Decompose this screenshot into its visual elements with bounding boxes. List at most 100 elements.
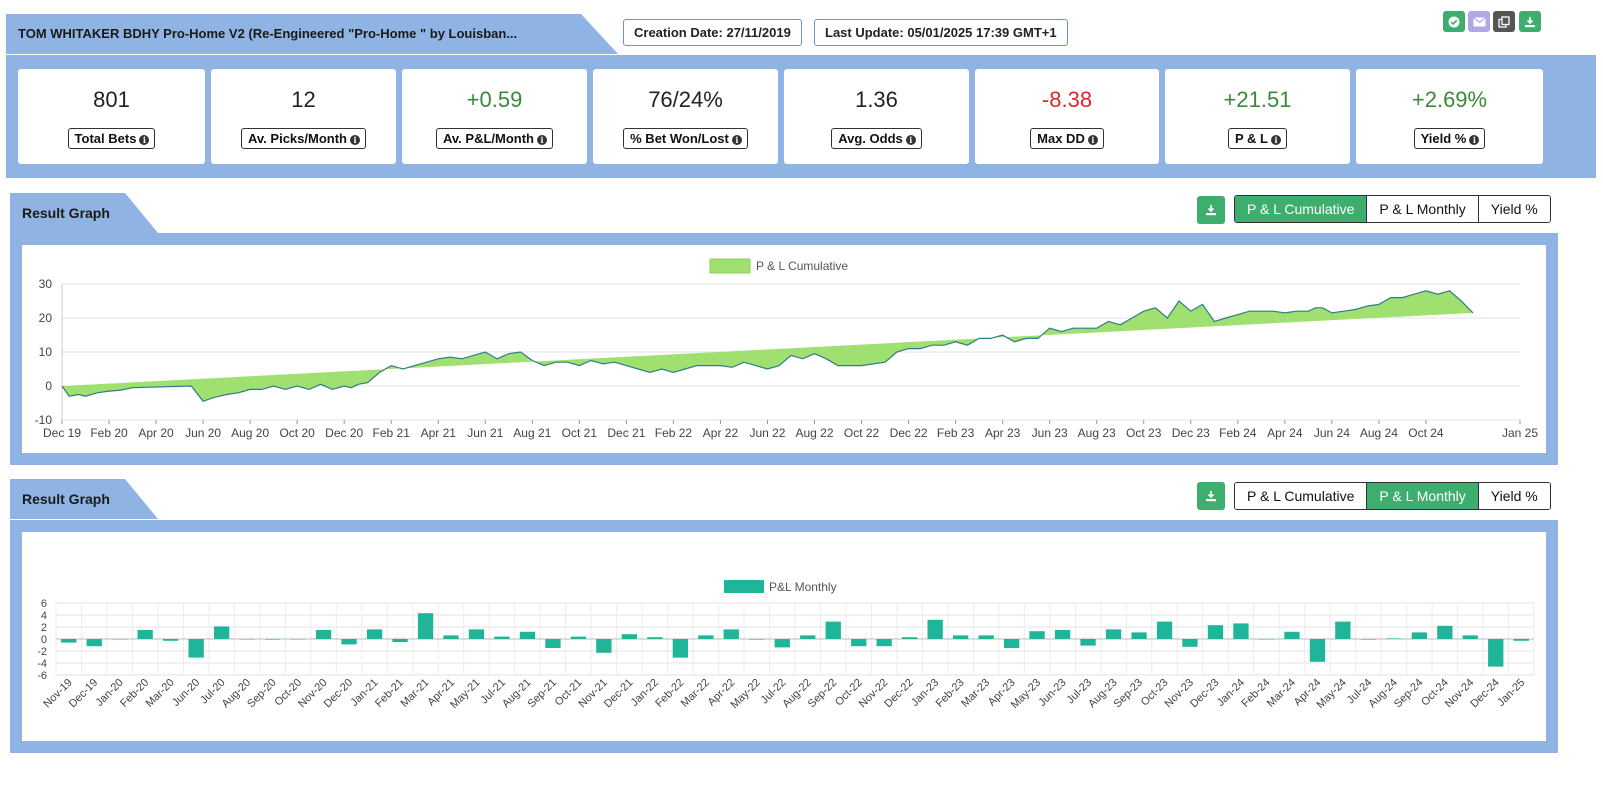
- bar: [596, 639, 612, 653]
- stat-value: -8.38: [1041, 87, 1093, 112]
- x-tick-label: Apr 20: [138, 426, 174, 440]
- x-tick-label: Aug 24: [1360, 426, 1398, 440]
- tab-pl-cumulative[interactable]: P & L Cumulative: [1235, 483, 1367, 509]
- x-tick-label: Sep-21: [525, 677, 559, 711]
- stat-label[interactable]: Av. Picks/Month i: [241, 128, 366, 149]
- stat-value: 12: [291, 87, 316, 112]
- bar: [1207, 625, 1224, 639]
- x-tick-label: Apr 24: [1267, 426, 1303, 440]
- legend-label: P & L Cumulative: [756, 259, 848, 273]
- bar: [1004, 639, 1020, 648]
- bar: [1411, 632, 1427, 639]
- bar: [902, 637, 918, 639]
- bar: [443, 635, 459, 639]
- check-icon[interactable]: [1443, 11, 1465, 32]
- bar: [214, 626, 230, 639]
- stat-label[interactable]: Max DD i: [1030, 128, 1104, 149]
- monthly-chart-panel: 6 4 2 0 -2 -4 -6 Nov-19 Dec-19 Jan-20 Feb-20 Mar-20…: [10, 520, 1558, 753]
- legend-swatch: [724, 580, 764, 593]
- bar: [927, 619, 943, 639]
- bar: [1462, 635, 1478, 639]
- copy-icon[interactable]: [1493, 11, 1515, 32]
- y-tick-label: 10: [39, 345, 53, 359]
- bar: [417, 613, 434, 639]
- y-tick-label: 2: [41, 622, 47, 634]
- tab-pl-cumulative[interactable]: P & L Cumulative: [1235, 196, 1367, 222]
- stat-label[interactable]: % Bet Won/Lost i: [623, 128, 748, 149]
- bar: [800, 635, 816, 639]
- tab-pl-monthly[interactable]: P & L Monthly: [1366, 483, 1478, 509]
- bar: [1386, 638, 1402, 639]
- tab-yield[interactable]: Yield %: [1477, 483, 1550, 509]
- bar: [1182, 639, 1198, 647]
- x-tick-label: Dec-23: [1188, 677, 1222, 711]
- bar: [1437, 625, 1453, 639]
- x-tick-label: Feb 20: [90, 426, 128, 440]
- stat-av-pl-month: +0.59 Av. P&L/Month i: [402, 69, 587, 164]
- info-icon[interactable]: i: [1469, 135, 1480, 145]
- bar: [1054, 630, 1071, 639]
- x-tick-label: Oct 23: [1126, 426, 1162, 440]
- bar: [1284, 631, 1300, 639]
- bar: [953, 635, 969, 639]
- stat-label[interactable]: Yield % i: [1413, 128, 1486, 149]
- download-icon[interactable]: [1519, 11, 1541, 32]
- tab-yield[interactable]: Yield %: [1477, 196, 1550, 222]
- x-tick-label: Jun 23: [1032, 426, 1068, 440]
- tab-pl-monthly[interactable]: P & L Monthly: [1366, 196, 1478, 222]
- stat-label[interactable]: Avg. Odds i: [831, 128, 922, 149]
- stat-total-bets: 801 Total Bets i: [18, 69, 205, 164]
- x-tick-label: Dec-21: [602, 677, 636, 711]
- info-icon[interactable]: i: [1087, 135, 1098, 145]
- x-tick-label: Aug 23: [1078, 426, 1116, 440]
- x-tick-label: Dec 23: [1172, 426, 1210, 440]
- info-icon[interactable]: i: [1271, 135, 1281, 145]
- legend-label: P&L Monthly: [769, 580, 837, 594]
- x-tick-label: Feb 24: [1219, 426, 1257, 440]
- bar: [1258, 639, 1275, 640]
- bar: [1131, 632, 1147, 639]
- y-tick-label: -6: [37, 670, 47, 682]
- bar: [1335, 621, 1351, 639]
- chart-download-button[interactable]: [1197, 196, 1225, 224]
- bar: [1360, 639, 1376, 640]
- x-tick-label: Dec 22: [890, 426, 928, 440]
- x-tick-label: Oct 21: [562, 426, 598, 440]
- stats-panel: 801 Total Bets i 12 Av. Picks/Month i +0.5…: [6, 55, 1596, 178]
- x-tick-label: Jun 22: [749, 426, 785, 440]
- bar: [163, 639, 179, 641]
- x-tick-label: Sep-24: [1392, 677, 1426, 711]
- bar: [723, 629, 739, 639]
- x-tick-label: Jan 25: [1502, 426, 1538, 440]
- stat-label[interactable]: Av. P&L/Month i: [436, 128, 553, 149]
- x-tick-label: Mar-22: [679, 677, 712, 710]
- download-icon: [1206, 491, 1216, 502]
- info-icon[interactable]: i: [731, 135, 742, 145]
- bar: [545, 639, 561, 648]
- x-tick-label: Sep-20: [245, 677, 279, 711]
- section-title: Result Graph: [22, 205, 110, 221]
- info-icon[interactable]: i: [905, 135, 916, 145]
- info-icon[interactable]: i: [139, 135, 150, 145]
- title-banner: [6, 14, 618, 54]
- bar: [366, 629, 383, 639]
- bar: [774, 639, 790, 648]
- chart-download-button[interactable]: [1197, 482, 1225, 510]
- bar: [188, 639, 204, 658]
- x-tick-label: Dec 20: [325, 426, 363, 440]
- mail-icon[interactable]: [1468, 11, 1490, 32]
- x-tick-label: Dec 19: [43, 426, 81, 440]
- info-icon[interactable]: i: [349, 135, 360, 145]
- stat-value: +2.69%: [1411, 87, 1488, 112]
- stat-label[interactable]: Total Bets i: [67, 128, 156, 149]
- y-tick-label: -4: [37, 658, 47, 670]
- stat-max-dd: -8.38 Max DD i: [975, 69, 1159, 164]
- info-icon[interactable]: i: [537, 135, 547, 145]
- monthly-chart: 6420-2-4-6Nov-19Dec-19Jan-20Feb-20Mar-20…: [37, 580, 1535, 711]
- bar: [570, 636, 587, 639]
- y-tick-label: -2: [37, 646, 47, 658]
- bar: [698, 635, 714, 639]
- stat-avg-odds: 1.36 Avg. Odds i: [784, 69, 969, 164]
